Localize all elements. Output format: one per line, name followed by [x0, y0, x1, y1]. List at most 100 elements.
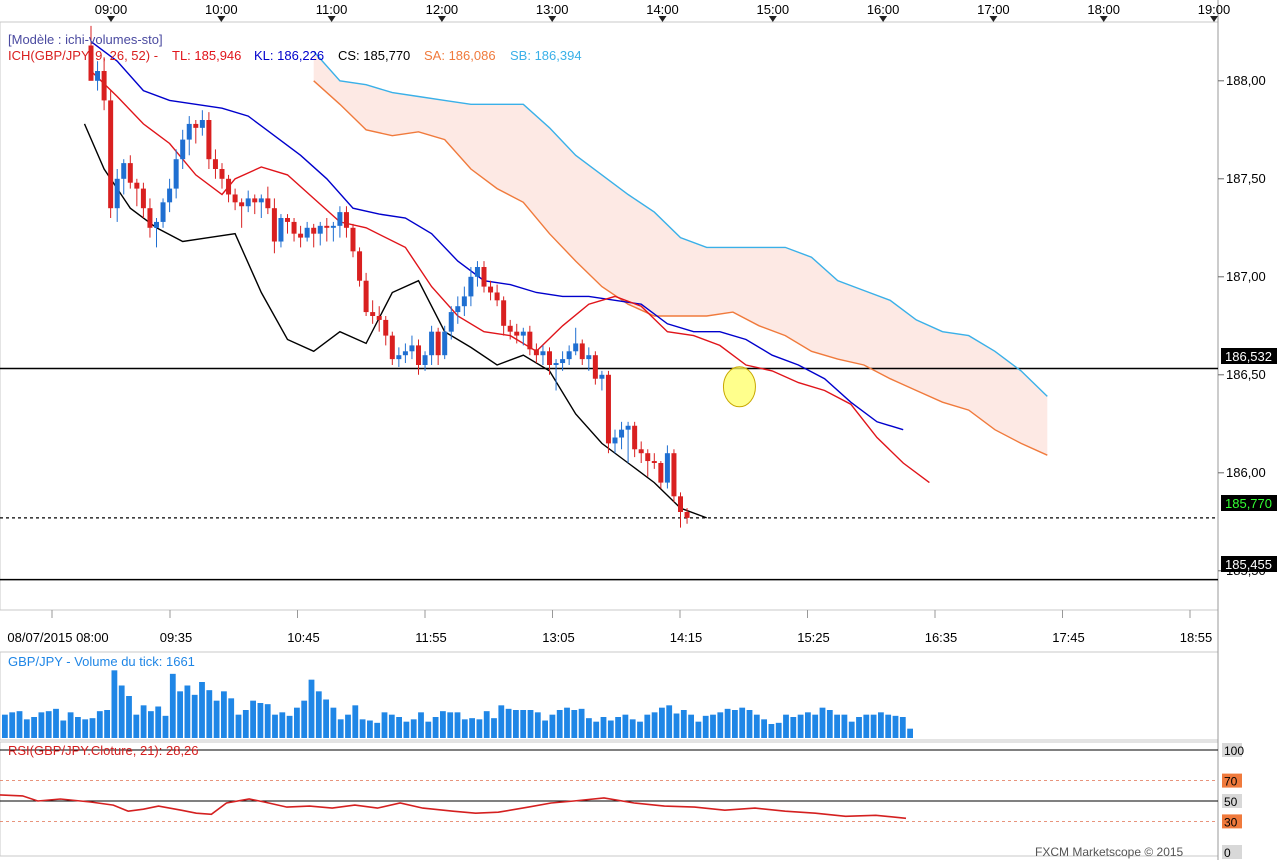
candle-body: [560, 359, 566, 364]
candle-body: [416, 345, 421, 365]
volume-bar: [221, 691, 227, 738]
volume-bar: [483, 711, 490, 738]
volume-bar: [169, 673, 176, 738]
volume-bar: [863, 714, 870, 738]
volume-bar: [425, 721, 432, 738]
rsi-tick: 70: [1224, 775, 1238, 789]
candle-body: [671, 453, 677, 497]
volume-bar: [454, 712, 461, 738]
rsi-tick: 50: [1224, 795, 1238, 809]
candle-body: [258, 198, 264, 203]
cloud-fill: [313, 51, 1048, 456]
rsi-tick-box: [1222, 794, 1242, 808]
candle-body: [167, 188, 173, 203]
volume-bar: [126, 696, 132, 738]
volume-bar: [199, 682, 205, 738]
volume-bar: [257, 703, 264, 738]
top-time-tick: 12:00: [426, 2, 459, 17]
bottom-time-tick: 16:35: [925, 630, 958, 645]
candle-body: [389, 335, 395, 360]
volume-bar: [469, 718, 475, 738]
volume-bar: [279, 712, 286, 738]
top-time-marker: [217, 16, 226, 22]
candle-body: [501, 300, 507, 326]
volume-bar: [45, 711, 52, 738]
volume-bar: [841, 714, 848, 738]
volume-bar: [746, 710, 753, 738]
volume-bar: [315, 691, 322, 738]
volume-bar: [352, 705, 359, 738]
candle-body: [684, 512, 690, 518]
bottom-time-tick: 09:35: [160, 630, 193, 645]
volume-bar: [104, 710, 110, 738]
volume-bars: [2, 670, 913, 738]
volume-bar: [702, 715, 709, 738]
candle-body: [605, 374, 611, 444]
candle-body: [219, 169, 225, 179]
volume-bar: [16, 711, 23, 738]
volume-bar: [337, 719, 344, 738]
volume-bar: [783, 714, 789, 738]
volume-bar: [571, 710, 578, 738]
candle-body: [645, 453, 651, 462]
candle-body: [468, 276, 474, 297]
price-tick: 186,50: [1226, 367, 1266, 382]
candle-body: [350, 227, 356, 252]
candle-body: [363, 280, 369, 313]
price-tick: 188,00: [1226, 73, 1266, 88]
volume-bar: [264, 704, 271, 738]
volume-bar: [2, 714, 8, 738]
tenkan-label: TL: 185,946: [172, 48, 241, 63]
kijun-label: KL: 186,226: [254, 48, 324, 63]
rsi-line: [0, 749, 1218, 822]
volume-bar: [651, 712, 658, 738]
candle-body: [193, 123, 199, 128]
volume-bar: [184, 685, 191, 738]
volume-bar: [513, 710, 519, 738]
candle-body: [180, 139, 186, 160]
volume-bar: [228, 698, 235, 738]
candle-body: [488, 286, 494, 293]
top-time-marker: [1099, 16, 1108, 22]
bottom-time-tick: 14:15: [670, 630, 703, 645]
candle-body: [324, 225, 330, 228]
volume-bar: [38, 712, 45, 738]
volume-bar: [659, 707, 665, 738]
candle-body: [494, 292, 500, 301]
volume-bar: [447, 712, 454, 738]
volume-bar: [432, 717, 439, 738]
volume-bar: [330, 707, 337, 738]
volume-bar: [761, 719, 767, 738]
volume-bar: [644, 714, 651, 738]
volume-bar: [440, 711, 446, 738]
top-time-tick: 18:00: [1087, 2, 1120, 17]
volume-bar: [162, 715, 169, 738]
candle-body: [664, 453, 670, 483]
candle-body: [252, 198, 258, 203]
volume-bar: [133, 714, 140, 738]
senkou-b-line: [313, 50, 1048, 397]
candle-body: [527, 331, 533, 350]
volume-bar: [878, 712, 884, 738]
volume-bar: [710, 714, 716, 738]
volume-bar: [615, 717, 621, 738]
candle-body: [422, 355, 428, 365]
rsi-label: RSI(GBP/JPY.Cloture, 21): 28,26: [8, 743, 199, 758]
volume-bar: [301, 700, 308, 738]
rsi-series: [0, 794, 907, 820]
ichimoku-name: ICH(GBP/JPY, 9, 26, 52) -: [8, 48, 158, 63]
volume-bar: [768, 724, 775, 738]
volume-bar: [907, 728, 913, 738]
candle-body: [455, 306, 461, 313]
volume-bar: [206, 690, 213, 738]
bottom-time-tick: 18:55: [1180, 630, 1213, 645]
top-time-marker: [989, 16, 998, 22]
candle-body: [540, 351, 546, 356]
candle-body: [461, 296, 467, 307]
volume-bar: [359, 719, 366, 738]
top-time-marker: [327, 16, 336, 22]
volume-bar: [899, 717, 906, 738]
volume-bar: [775, 722, 782, 738]
candle-body: [396, 355, 402, 360]
